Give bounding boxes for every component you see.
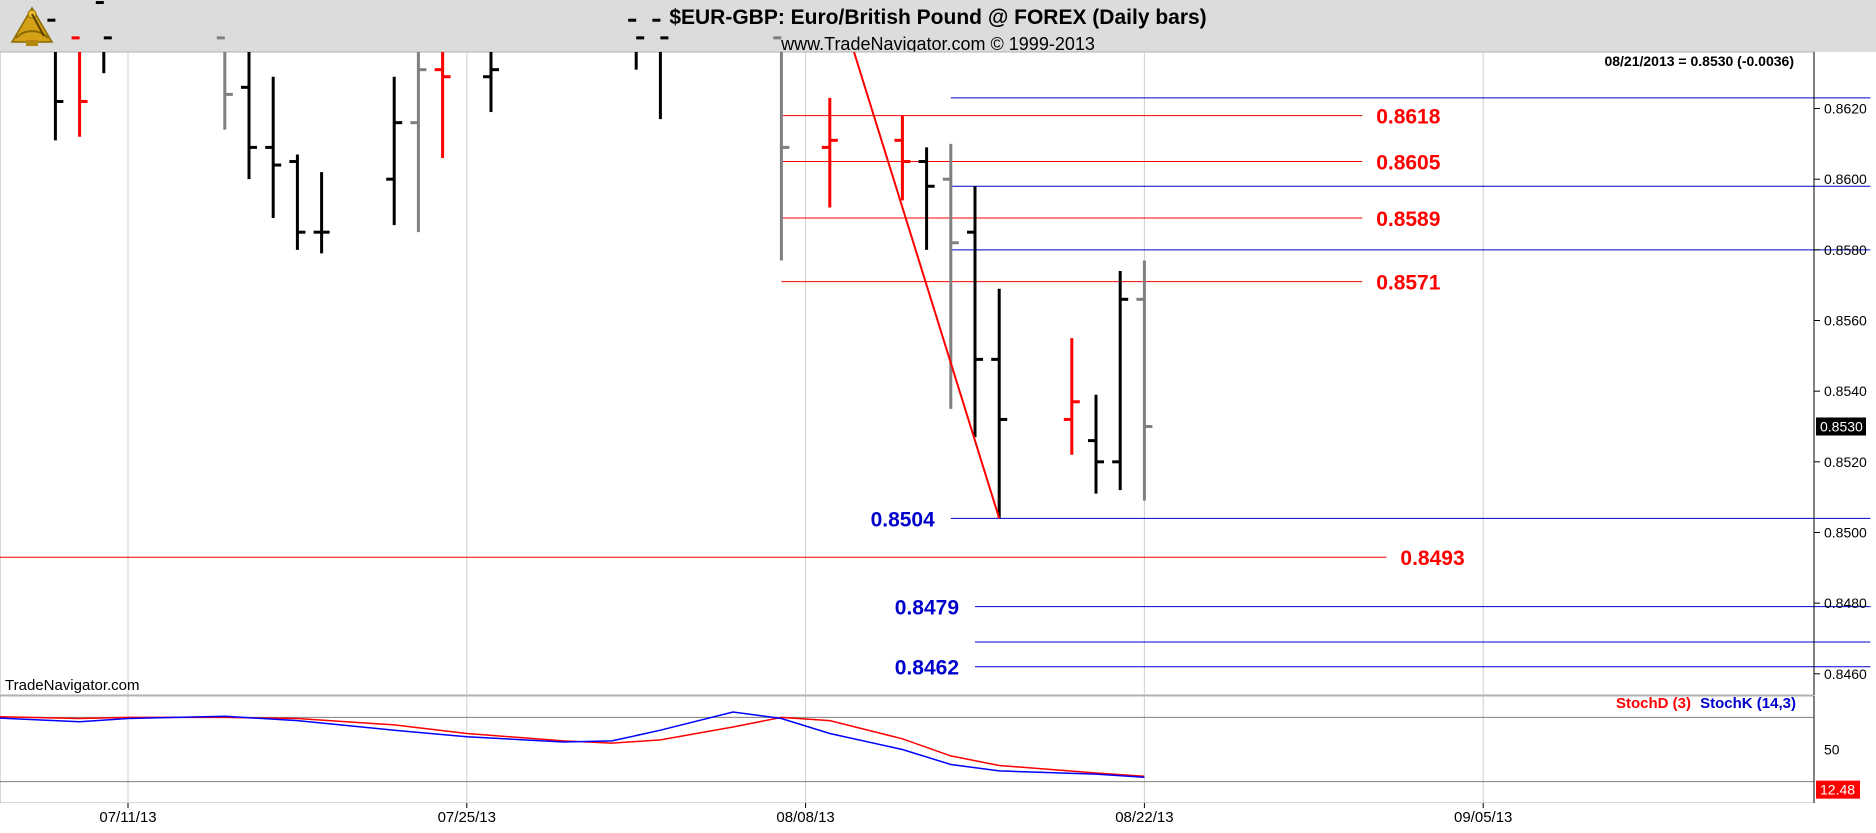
- ohlc-bar: [313, 172, 330, 254]
- level-label: 0.8462: [895, 657, 959, 680]
- last-price-tag: [1816, 417, 1866, 436]
- price-levels: 0.86230.86180.86050.85980.85890.85800.85…: [0, 97, 1871, 680]
- trendline: [853, 51, 1001, 519]
- x-tick-label: 09/05/13: [1454, 809, 1512, 826]
- y-tick-label: 0.8480: [1824, 595, 1867, 611]
- ohlc-bar: [991, 288, 1008, 519]
- price-axis: 0.8460 0.8480 0.8500 0.8520 0.8540 0.8560 0.85…: [1813, 52, 1867, 695]
- level-label: 0.8571: [1376, 272, 1441, 295]
- last-quote-label: 08/21/2013 = 0.8530 (-0.0036): [1604, 53, 1794, 69]
- y-tick-label: 0.8520: [1824, 454, 1867, 470]
- x-tick-label: 07/25/13: [438, 809, 496, 826]
- stochastic-grid: [0, 696, 1814, 803]
- ohlc-bar: [773, 36, 790, 261]
- stoch-series-line: [0, 711, 1145, 779]
- date-axis: 07/11/13 07/25/13 08/08/13 08/22/13 09/05/13: [0, 803, 1876, 828]
- last-price-label: 0.8530: [1820, 418, 1863, 434]
- ohlc-bar: [918, 147, 935, 250]
- stoch-tick-label: 50: [1824, 742, 1840, 758]
- ohlc-bar: [1136, 260, 1153, 501]
- level-label: 0.8479: [895, 597, 959, 620]
- chart-title: $EUR-GBP: Euro/British Pound @ FOREX (Da…: [669, 6, 1206, 29]
- legend-stoch-d: StochD (3): [1616, 695, 1691, 712]
- ohlc-bar: [894, 115, 911, 201]
- ohlc-bar: [216, 36, 233, 130]
- ohlc-bar: [1088, 394, 1104, 494]
- ohlc-bar: [967, 186, 983, 438]
- ohlc-bar: [71, 36, 88, 137]
- header-band: [0, 0, 1876, 52]
- y-tick-label: 0.8620: [1824, 101, 1867, 117]
- y-tick-label: 0.8500: [1824, 524, 1867, 540]
- ohlc-bar: [434, 52, 451, 158]
- ohlc-bar: [289, 154, 306, 250]
- y-tick-label: 0.8560: [1824, 313, 1867, 329]
- level-label: 0.8493: [1400, 547, 1464, 570]
- level-label: 0.8504: [871, 508, 936, 531]
- ohlc-bar: [1063, 338, 1080, 455]
- x-tick-label: 08/22/13: [1115, 809, 1173, 826]
- stoch-last-value-tag: [1816, 780, 1860, 799]
- y-tick-label: 0.8460: [1824, 666, 1867, 682]
- ohlc-bar: [241, 52, 257, 180]
- ohlc-bar: [95, 1, 112, 74]
- x-tick-label: 08/08/13: [776, 809, 834, 826]
- ohlc-bar: [47, 18, 64, 141]
- date-axis-band: [0, 803, 1876, 828]
- ohlc-bar: [483, 52, 499, 113]
- sextant-logo-icon: [10, 6, 54, 46]
- price-panel-frame: [0, 51, 1815, 696]
- ohlc-bar: [386, 76, 403, 226]
- price-panel: 0.86230.86180.86050.85980.85890.85800.85…: [0, 1, 1871, 696]
- ohlc-bar: [410, 52, 427, 233]
- stochastic-axis: 50 12.48: [1813, 696, 1860, 803]
- x-tick-label: 07/11/13: [99, 809, 156, 826]
- ohlc-bar: [821, 97, 838, 208]
- level-label: 0.8605: [1376, 152, 1441, 175]
- ohlc-bar: [1112, 271, 1129, 491]
- chart-subtitle: www.TradeNavigator.com © 1999-2013: [780, 34, 1095, 54]
- ohlc-bar: [652, 18, 669, 120]
- stochastic-panel-frame: [0, 695, 1815, 804]
- trend-line: [853, 51, 1001, 519]
- ohlc-bars: [47, 1, 1153, 519]
- stochastic-lines: [0, 711, 1145, 779]
- y-tick-label: 0.8540: [1824, 383, 1867, 399]
- stochastic-panel: 50 12.48 StochD (3) StochK (14,3): [0, 695, 1860, 804]
- ohlc-bar: [265, 76, 282, 219]
- y-tick-label: 0.8580: [1824, 242, 1867, 258]
- level-label: 0.8589: [1376, 208, 1440, 231]
- level-label: 0.8618: [1376, 106, 1441, 129]
- y-tick-label: 0.8600: [1824, 171, 1867, 187]
- stoch-series-line: [0, 715, 1145, 778]
- legend-stoch-k: StochK (14,3): [1700, 695, 1796, 712]
- grid-lines: [127, 52, 1484, 695]
- brand-label: TradeNavigator.com: [5, 677, 140, 694]
- stoch-last-value-label: 12.48: [1820, 782, 1855, 798]
- ohlc-bar: [628, 18, 645, 70]
